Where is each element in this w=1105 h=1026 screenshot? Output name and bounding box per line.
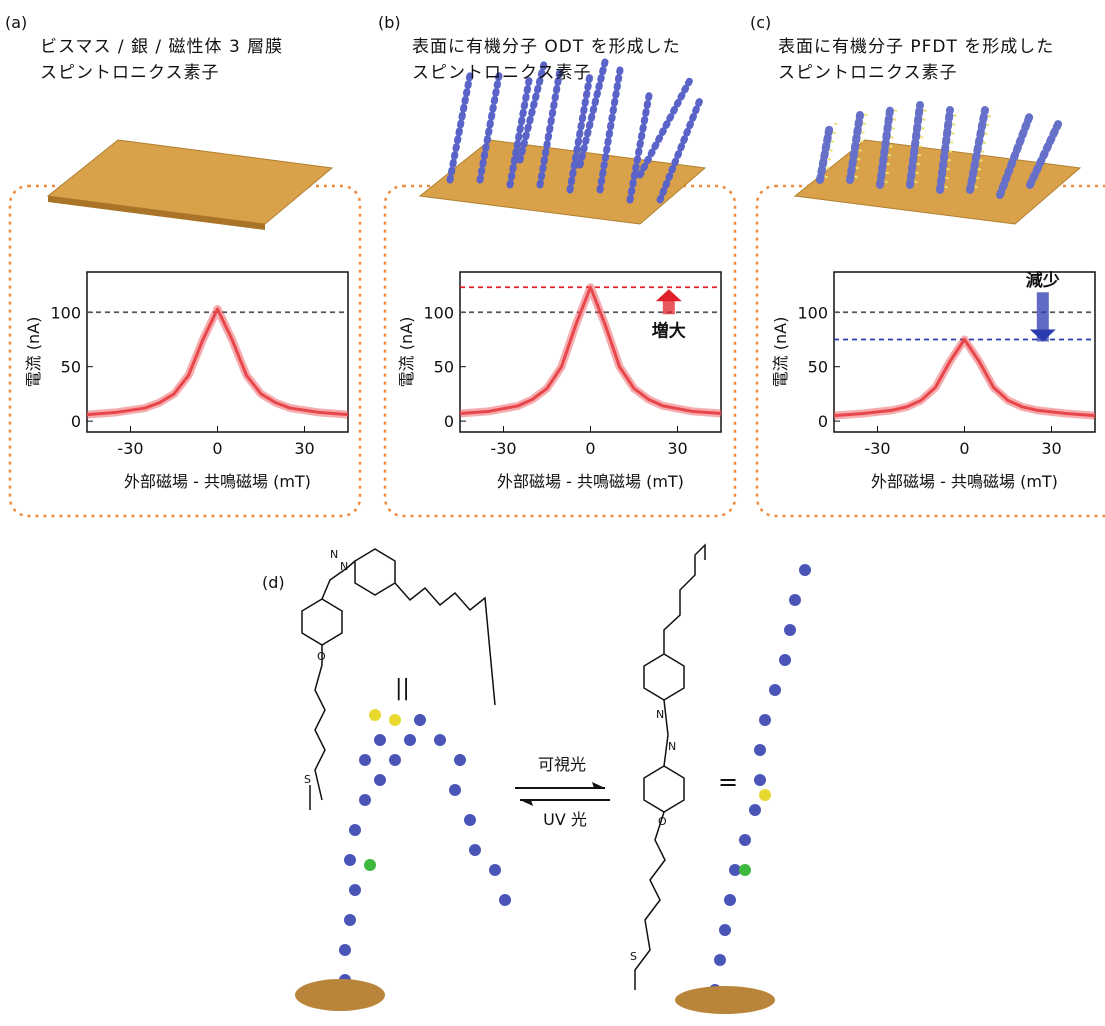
atom-label: S [630, 950, 637, 963]
sulfur-ball [369, 709, 381, 721]
panel-title: スピントロニクス素子 [778, 63, 958, 83]
atom-label: N [656, 708, 664, 721]
gold-tip [675, 986, 775, 1014]
panel-label: (c) [750, 13, 771, 32]
y-axis-label: 電流 (nA) [24, 317, 43, 388]
x-tick-label: 0 [212, 439, 222, 458]
annotation-text: 増大 [652, 320, 686, 341]
atom-label: N [668, 740, 676, 753]
y-axis-label: 電流 (nA) [397, 317, 416, 388]
x-tick-label: -30 [864, 439, 890, 458]
panel-label: (a) [5, 13, 27, 32]
x-tick-label: 0 [585, 439, 595, 458]
atom-label: N [330, 548, 338, 561]
oxygen-ball [739, 864, 751, 876]
y-tick-label: 50 [61, 358, 81, 377]
sulfur-ball [759, 789, 771, 801]
oxygen-ball [364, 859, 376, 871]
x-tick-label: -30 [490, 439, 516, 458]
equals-sign: = [718, 768, 738, 796]
parallel-sign: || [395, 676, 410, 701]
uv-light-label: UV 光 [543, 810, 587, 829]
plot-frame [834, 272, 1095, 432]
x-tick-label: 30 [667, 439, 687, 458]
film-slab [420, 140, 705, 224]
figure: (d) 可視光 UV 光 = || N N O S N N O S (a) ビスマ… [0, 0, 1105, 1022]
y-tick-label: 100 [423, 303, 454, 322]
panel-title: 表面に有機分子 PFDT を形成した [778, 37, 1054, 57]
atom-label: O [658, 815, 667, 828]
x-axis-label: 外部磁場 - 共鳴磁場 (mT) [497, 472, 684, 491]
panel-title: スピントロニクス素子 [412, 63, 592, 83]
atom-label: O [317, 650, 326, 663]
y-tick-label: 50 [808, 358, 828, 377]
gold-tip [295, 979, 385, 1011]
atom-label: S [304, 773, 311, 786]
panel-title: 表面に有機分子 ODT を形成した [412, 37, 681, 57]
annotation-arrow-shaft [663, 299, 675, 314]
page: (d) 可視光 UV 光 = || N N O S N N O S (a) ビスマ… [0, 0, 1105, 1026]
visible-light-label: 可視光 [538, 755, 586, 774]
y-tick-label: 0 [444, 412, 454, 431]
x-tick-label: 0 [959, 439, 969, 458]
atom-label: N [340, 560, 348, 573]
x-tick-label: 30 [1041, 439, 1061, 458]
x-tick-label: 30 [294, 439, 314, 458]
x-tick-label: -30 [117, 439, 143, 458]
y-tick-label: 100 [797, 303, 828, 322]
panel-label: (b) [378, 13, 401, 32]
y-tick-label: 50 [434, 358, 454, 377]
panel-title: ビスマス / 銀 / 磁性体 3 層膜 [40, 37, 283, 57]
sulfur-ball [389, 714, 401, 726]
film-slab [48, 140, 332, 224]
y-axis-label: 電流 (nA) [771, 317, 790, 388]
y-tick-label: 0 [71, 412, 81, 431]
y-tick-label: 0 [818, 412, 828, 431]
panel-title: スピントロニクス素子 [40, 63, 220, 83]
y-tick-label: 100 [50, 303, 81, 322]
x-axis-label: 外部磁場 - 共鳴磁場 (mT) [871, 472, 1058, 491]
annotation-text: 減少 [1026, 270, 1060, 291]
ball-chain [339, 564, 811, 996]
panel-label: (d) [262, 573, 285, 592]
x-axis-label: 外部磁場 - 共鳴磁場 (mT) [124, 472, 311, 491]
structure-drawing [302, 545, 705, 990]
